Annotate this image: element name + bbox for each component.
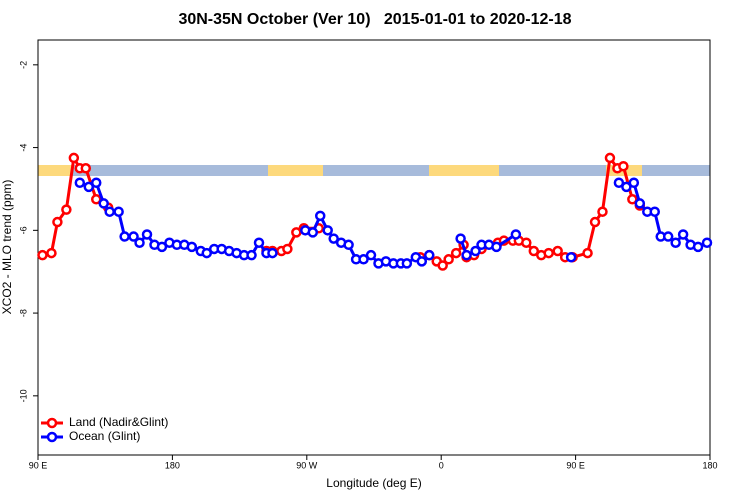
y-axis-label: XCO2 - MLO trend (ppm) (0, 180, 14, 315)
data-point (613, 177, 625, 188)
legend-marker (46, 431, 58, 443)
x-tick-label: 180 (165, 460, 180, 470)
data-point (246, 249, 257, 261)
x-tick-label: 90 E (29, 460, 48, 470)
data-point (627, 194, 638, 205)
data-point (543, 247, 554, 259)
data-point (328, 233, 339, 244)
land-strip (38, 165, 72, 176)
data-point (156, 241, 168, 253)
data-point (416, 256, 428, 267)
data-point (461, 249, 472, 261)
data-point (443, 254, 454, 265)
y-tick-label: -2 (18, 61, 28, 69)
data-point (521, 237, 532, 248)
chart-title: 30N-35N October (Ver 10) 2015-01-01 to 2… (178, 11, 571, 28)
data-point (621, 181, 632, 193)
data-point (604, 152, 616, 164)
data-point (90, 194, 102, 205)
data-point (104, 206, 115, 217)
data-point (68, 152, 80, 164)
data-point (46, 247, 57, 259)
data-point (701, 237, 713, 248)
data-point (186, 241, 198, 253)
ocean-strip (38, 165, 710, 176)
data-point (201, 247, 212, 259)
data-point (470, 245, 481, 257)
x-tick-label: 90 E (566, 460, 585, 470)
legend-label: Ocean (Glint) (69, 429, 140, 443)
data-point (282, 243, 293, 255)
data-point (83, 181, 95, 193)
data-point (291, 227, 302, 238)
data-point (589, 216, 601, 228)
data-point (628, 177, 640, 188)
data-point (365, 249, 377, 261)
data-point (670, 237, 681, 248)
data-point (90, 177, 102, 188)
data-point (424, 249, 435, 261)
data-point (98, 198, 109, 209)
x-axis-label: Longitude (deg E) (326, 476, 421, 490)
data-point (113, 206, 124, 217)
data-point (267, 247, 278, 259)
data-point (80, 163, 92, 174)
data-point (74, 177, 86, 188)
land-strip (429, 165, 499, 176)
data-point (358, 254, 369, 265)
data-point (322, 225, 333, 236)
data-point (597, 206, 608, 217)
data-point (662, 231, 674, 242)
data-point (450, 247, 462, 259)
data-point (677, 229, 689, 240)
x-tick-label: 180 (702, 460, 717, 470)
x-tick-label: 90 W (296, 460, 318, 470)
data-point (253, 237, 265, 248)
y-tick-label: -10 (18, 389, 28, 402)
data-point (134, 237, 145, 248)
plot-frame (37, 39, 711, 456)
data-point (552, 245, 563, 257)
data-point (52, 216, 63, 228)
legend-marker (46, 417, 58, 429)
y-tick-label: -4 (18, 144, 28, 152)
legend-label: Land (Nadir&Glint) (69, 415, 168, 429)
data-point (61, 204, 72, 215)
land-strip (268, 165, 323, 176)
data-point (401, 258, 413, 269)
data-point (510, 229, 522, 240)
y-tick-label: -8 (18, 309, 28, 317)
data-point (141, 229, 153, 240)
data-point (649, 206, 660, 217)
data-point (343, 239, 354, 251)
data-point (565, 251, 577, 263)
data-point (491, 241, 502, 253)
data-point (618, 160, 629, 172)
data-point (314, 210, 326, 222)
data-point (455, 233, 466, 244)
data-point (582, 247, 593, 259)
data-point (37, 249, 48, 261)
x-tick-label: 0 (439, 460, 444, 470)
y-tick-label: -6 (18, 226, 28, 234)
series-line (79, 180, 708, 266)
data-point (307, 227, 319, 238)
data-point (692, 241, 704, 253)
data-point (634, 198, 646, 209)
data-point (437, 260, 448, 271)
data-point (128, 231, 139, 242)
data-point (119, 231, 130, 242)
data-point (528, 245, 540, 257)
